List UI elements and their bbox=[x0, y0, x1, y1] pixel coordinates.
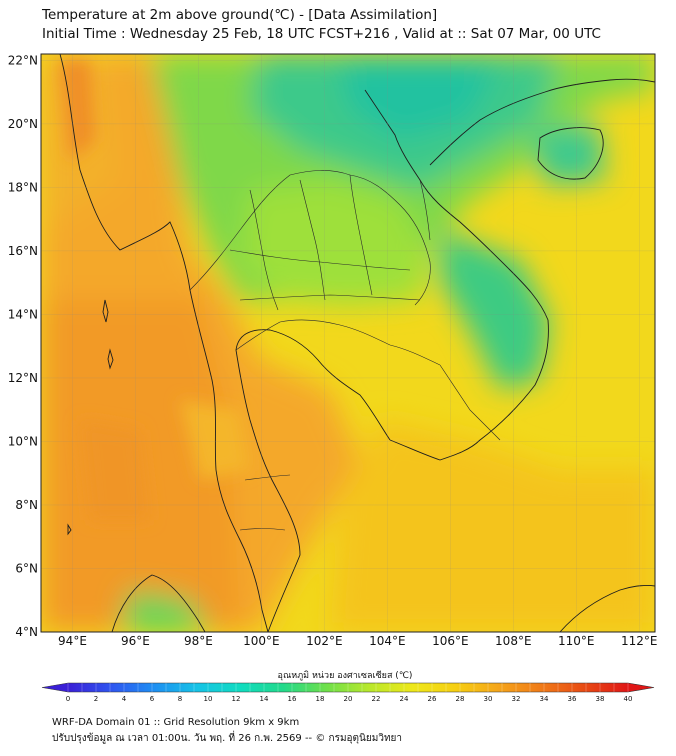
longitude-labels: 94°E 96°E 98°E 100°E 102°E 104°E 106°E 108°E 110… bbox=[58, 634, 657, 648]
colorbar-max-extend bbox=[628, 683, 654, 692]
lat-label: 20°N bbox=[8, 117, 38, 131]
colorbar-tick-label: 20 bbox=[344, 695, 353, 703]
lon-label: 108°E bbox=[495, 634, 532, 648]
lon-label: 100°E bbox=[243, 634, 280, 648]
colorbar-tick-label: 22 bbox=[372, 695, 381, 703]
colorbar-tick-label: 12 bbox=[232, 695, 241, 703]
lon-label: 106°E bbox=[432, 634, 469, 648]
colorbar-tick-label: 0 bbox=[66, 695, 70, 703]
chart-title: Temperature at 2m above ground(℃) - [Dat… bbox=[42, 7, 438, 23]
lat-label: 10°N bbox=[8, 434, 38, 448]
temperature-field bbox=[41, 54, 655, 632]
lat-label: 8°N bbox=[15, 498, 38, 512]
lat-label: 16°N bbox=[8, 244, 38, 258]
colorbar-tick-label: 18 bbox=[316, 695, 325, 703]
lat-label: 6°N bbox=[15, 561, 38, 575]
footer-grid-info: WRF-DA Domain 01 :: Grid Resolution 9km … bbox=[52, 717, 300, 728]
colorbar-tick-label: 32 bbox=[512, 695, 521, 703]
colorbar-tick-label: 34 bbox=[540, 695, 549, 703]
colorbar-gradient bbox=[68, 683, 628, 692]
map-frame bbox=[40, 53, 656, 633]
colorbar-tick-label: 16 bbox=[288, 695, 297, 703]
colorbar bbox=[41, 682, 655, 693]
colorbar-tick-label: 14 bbox=[260, 695, 269, 703]
colorbar-tick-label: 28 bbox=[456, 695, 465, 703]
lon-label: 104°E bbox=[369, 634, 406, 648]
colorbar-tick-label: 4 bbox=[122, 695, 127, 703]
colorbar-tick-label: 24 bbox=[400, 695, 409, 703]
graticule bbox=[41, 54, 655, 633]
colorbar-tick-label: 2 bbox=[94, 695, 98, 703]
colorbar-tick-label: 40 bbox=[624, 695, 633, 703]
lat-label: 18°N bbox=[8, 180, 38, 194]
lon-label: 102°E bbox=[306, 634, 343, 648]
footer-update-info: ปรับปรุงข้อมูล ณ เวลา 01:00น. วัน พฤ. ที… bbox=[52, 733, 403, 744]
colorbar-tick-label: 6 bbox=[150, 695, 155, 703]
lon-label: 96°E bbox=[121, 634, 150, 648]
lon-label: 112°E bbox=[621, 634, 658, 648]
lat-label: 12°N bbox=[8, 371, 38, 385]
colorbar-tick-label: 10 bbox=[204, 695, 213, 703]
lat-label: 22°N bbox=[8, 53, 38, 67]
lon-label: 94°E bbox=[58, 634, 87, 648]
latitude-labels: 22°N 20°N 18°N 16°N 14°N 12°N 10°N 8°N 6°N 4°N bbox=[8, 53, 38, 639]
colorbar-outline bbox=[41, 682, 655, 693]
colorbar-tick-label: 8 bbox=[178, 695, 182, 703]
lat-label: 4°N bbox=[15, 625, 38, 639]
lon-label: 98°E bbox=[184, 634, 213, 648]
colorbar-tick-label: 26 bbox=[428, 695, 437, 703]
colorbar-tick-label: 36 bbox=[568, 695, 577, 703]
province-borders bbox=[189, 170, 501, 531]
colorbar-tick-label: 38 bbox=[596, 695, 605, 703]
colorbar-label: อุณหภูมิ หน่วย องศาเซลเซียส (℃) bbox=[278, 670, 413, 681]
lat-label: 14°N bbox=[8, 307, 38, 321]
coastlines bbox=[59, 54, 655, 632]
lon-label: 110°E bbox=[558, 634, 595, 648]
colorbar-min-extend bbox=[42, 683, 68, 692]
colorbar-tick-labels: 0 2 4 6 8 10 12 14 16 18 20 22 24 26 28 30 32 34 36 38 40 bbox=[66, 695, 633, 703]
colorbar-tick-label: 30 bbox=[484, 695, 493, 703]
chart-subtitle: Initial Time : Wednesday 25 Feb, 18 UTC … bbox=[42, 26, 601, 42]
